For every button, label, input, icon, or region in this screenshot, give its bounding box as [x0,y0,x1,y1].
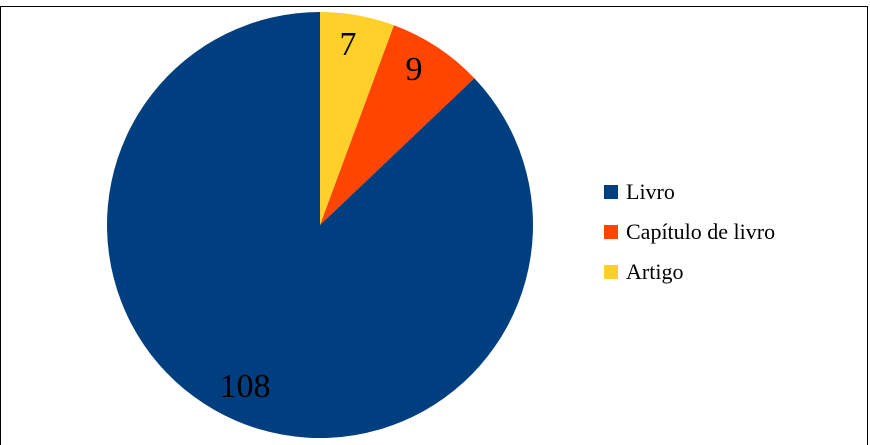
legend-label-capitulo-de-livro: Capítulo de livro [626,219,776,244]
slice-label-artigo: 7 [340,26,357,63]
slice-label-livro: 108 [220,368,271,405]
legend-swatch-capitulo-de-livro [604,225,618,239]
pie-slice-artigo [320,12,394,225]
pie-slice-livro [106,12,534,439]
legend-label-livro: Livro [626,179,675,204]
legend-item-artigo: Artigo [604,252,775,292]
slice-label-capitulo-de-livro: 9 [406,51,423,88]
legend-label-artigo: Artigo [626,259,684,284]
pie-slices [106,12,534,439]
legend-item-livro: Livro [604,172,775,212]
legend-swatch-artigo [604,265,618,279]
legend: Livro Capítulo de livro Artigo [604,172,775,292]
legend-swatch-livro [604,185,618,199]
legend-item-capitulo-de-livro: Capítulo de livro [604,212,775,252]
pie-slice-cap-tulo-de-livro [320,25,475,226]
